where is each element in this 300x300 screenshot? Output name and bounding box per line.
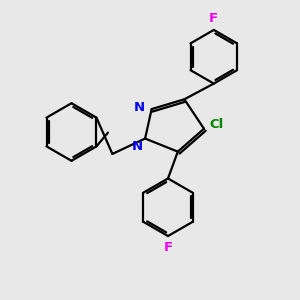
Text: F: F (209, 12, 218, 25)
Text: N: N (133, 101, 144, 114)
Text: F: F (164, 241, 172, 254)
Text: N: N (131, 140, 142, 153)
Text: Cl: Cl (210, 118, 224, 131)
